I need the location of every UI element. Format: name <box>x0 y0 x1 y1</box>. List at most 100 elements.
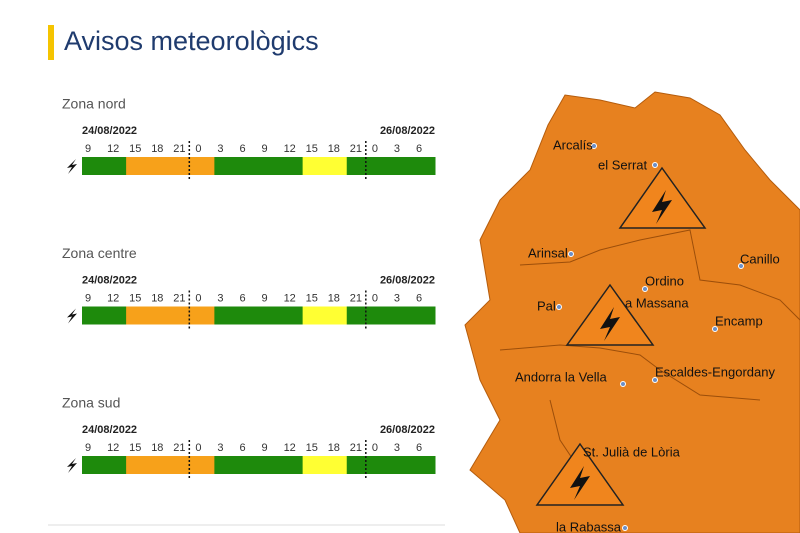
warning-slot <box>192 157 215 175</box>
warning-slot <box>214 456 237 474</box>
lightning-icon <box>67 308 77 324</box>
warning-slot <box>390 157 414 175</box>
zone-name: Zona nord <box>62 96 126 112</box>
warning-slot <box>126 157 149 175</box>
zone-name: Zona centre <box>62 245 137 261</box>
lightning <box>600 307 620 341</box>
hour-label: 15 <box>129 143 141 155</box>
hour-label: 6 <box>416 292 422 304</box>
warning-slot <box>258 157 282 175</box>
start-date: 24/08/2022 <box>82 424 137 436</box>
place-label: Arcalís <box>553 137 593 152</box>
hour-label: 9 <box>262 143 268 155</box>
place-dot <box>652 162 658 168</box>
hour-label: 12 <box>107 292 119 304</box>
warning-slot <box>390 306 414 325</box>
warning-slot <box>192 306 215 325</box>
hour-label: 21 <box>173 143 185 155</box>
warning-slot <box>82 306 105 325</box>
warning-slot <box>148 157 171 175</box>
place-dot <box>712 326 718 332</box>
place-label: Andorra la Vella <box>515 369 608 384</box>
warning-slot <box>346 306 370 325</box>
country-shape <box>464 91 800 533</box>
warning-slot <box>214 306 237 325</box>
page-title: Avisos meteorològics <box>64 26 319 56</box>
hour-label: 12 <box>107 442 119 454</box>
hour-label: 12 <box>284 442 296 454</box>
warning-slot <box>280 157 304 175</box>
warning-slot <box>82 456 105 474</box>
zone-timeline: Zona centre 24/08/2022 26/08/2022 9 12 15 18 21… <box>62 245 436 329</box>
place-label: la Rabassa <box>556 519 622 533</box>
warning-slot <box>104 157 127 175</box>
hour-label: 0 <box>195 292 201 304</box>
hour-label: 3 <box>217 143 223 155</box>
hour-label: 21 <box>173 442 185 454</box>
place-dot <box>652 377 658 383</box>
warning-slot <box>280 456 304 474</box>
place-dot <box>620 381 626 387</box>
hour-label: 9 <box>262 292 268 304</box>
zone-timeline: Zona nord 24/08/2022 26/08/2022 9 12 15 18 21 0 3… <box>62 96 436 179</box>
zone-name: Zona sud <box>62 395 120 411</box>
place-dot <box>591 143 597 149</box>
place-dot <box>556 304 562 310</box>
warning-slot <box>346 157 370 175</box>
warning-slot <box>192 456 215 474</box>
place-label: el Serrat <box>598 157 648 172</box>
warning-slot <box>302 157 326 175</box>
warning-slot <box>324 456 348 474</box>
hour-label: 15 <box>306 143 318 155</box>
hour-label: 21 <box>350 143 362 155</box>
lightning-icon <box>67 159 77 174</box>
warning-slot <box>346 456 370 474</box>
hour-label: 3 <box>217 442 223 454</box>
map: Arcalís el Serrat Arinsal Canillo Ordino Pal a… <box>464 91 800 533</box>
warning-slot <box>236 306 259 325</box>
place-dot <box>622 525 628 531</box>
warning-slot <box>302 306 326 325</box>
hour-label: 0 <box>372 143 378 155</box>
warning-slot <box>390 456 414 474</box>
warning-slot <box>148 306 171 325</box>
warning-slot <box>126 456 149 474</box>
hour-label: 6 <box>416 143 422 155</box>
warning-slot <box>324 157 348 175</box>
place-label: Canillo <box>740 251 780 266</box>
warning-slot <box>324 306 348 325</box>
hour-label: 21 <box>173 292 185 304</box>
warning-slot <box>104 456 127 474</box>
place-dot <box>738 263 744 269</box>
warning-slot <box>280 306 304 325</box>
warning-slot <box>126 306 149 325</box>
end-date: 26/08/2022 <box>380 274 435 286</box>
hour-label: 15 <box>306 442 318 454</box>
warning-slot <box>302 456 326 474</box>
warning-slot <box>170 456 193 474</box>
hour-label: 0 <box>195 143 201 155</box>
hour-label: 6 <box>416 442 422 454</box>
zone-timeline: Zona sud 24/08/2022 26/08/2022 9 12 15 18 21 0 3 6… <box>62 395 436 478</box>
hour-label: 18 <box>151 442 163 454</box>
place-dot <box>642 286 648 292</box>
hour-label: 0 <box>372 292 378 304</box>
hour-label: 3 <box>394 442 400 454</box>
hour-label: 9 <box>262 442 268 454</box>
hour-label: 15 <box>306 292 318 304</box>
hour-label: 18 <box>328 442 340 454</box>
hour-label: 15 <box>129 292 141 304</box>
place-label: Encamp <box>715 313 763 328</box>
lightning-icon <box>67 458 77 473</box>
hour-label: 3 <box>394 292 400 304</box>
warning-slot <box>148 456 171 474</box>
warning-slot <box>170 306 193 325</box>
warning-slot <box>236 157 259 175</box>
title-accent <box>48 25 54 60</box>
warning-slot <box>214 157 237 175</box>
warning-slot <box>82 157 105 175</box>
hour-label: 9 <box>85 442 91 454</box>
place-label: a Massana <box>625 295 689 310</box>
warning-slot <box>368 157 392 175</box>
